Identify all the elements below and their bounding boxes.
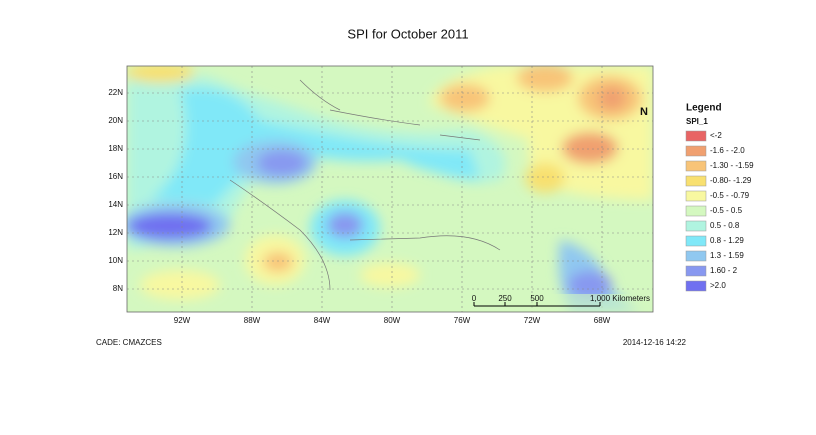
lat-label: 22N <box>108 88 123 97</box>
legend-swatch <box>685 130 707 142</box>
legend-label: 0.8 - 1.29 <box>710 236 744 245</box>
legend-label: -0.5 - 0.5 <box>710 206 743 215</box>
legend-swatch <box>685 235 707 247</box>
legend-label: 1.60 - 2 <box>710 266 738 275</box>
lat-label: 16N <box>108 172 123 181</box>
legend-swatch <box>685 145 707 157</box>
legend-swatch <box>685 160 707 172</box>
lon-label: 76W <box>454 316 471 325</box>
legend-title: Legend <box>686 103 722 114</box>
lat-label: 8N <box>113 284 123 293</box>
lat-label: 20N <box>108 116 123 125</box>
north-arrow: N <box>640 106 648 118</box>
lon-label: 92W <box>174 316 191 325</box>
lat-label: 12N <box>108 228 123 237</box>
scale-label: 500 <box>530 294 544 303</box>
legend-swatch <box>685 280 707 292</box>
legend-label: >2.0 <box>710 281 726 290</box>
legend-swatch <box>685 205 707 217</box>
legend-label: 1.3 - 1.59 <box>710 251 744 260</box>
legend-swatch <box>685 220 707 232</box>
scale-bar <box>473 302 601 307</box>
map-title: SPI for October 2011 <box>347 26 468 41</box>
legend-swatch <box>685 190 707 202</box>
scale-label: 0 <box>472 294 477 303</box>
scale-label: 250 <box>498 294 512 303</box>
lon-label: 88W <box>244 316 261 325</box>
footer-right: 2014-12-16 14:22 <box>623 338 687 347</box>
legend-swatch <box>685 175 707 187</box>
lon-label: 84W <box>314 316 331 325</box>
spi-raster <box>127 66 653 312</box>
legend-layer: SPI_1 <box>686 117 708 126</box>
lat-label: 10N <box>108 256 123 265</box>
footer-left: CADE: CMAZCES <box>96 338 162 347</box>
lat-label: 14N <box>108 200 123 209</box>
lon-label: 68W <box>594 316 611 325</box>
legend-swatch <box>685 265 707 277</box>
lon-label: 72W <box>524 316 541 325</box>
legend-swatch <box>685 250 707 262</box>
legend-label: -0.80- -1.29 <box>710 176 752 185</box>
lon-label: 80W <box>384 316 401 325</box>
legend-label: -1.6 - -2.0 <box>710 146 745 155</box>
legend-label: -1.30 - -1.59 <box>710 161 754 170</box>
legend-label: <-2 <box>710 131 722 140</box>
scale-label: 1,000 Kilometers <box>590 294 650 303</box>
lat-label: 18N <box>108 144 123 153</box>
legend-label: 0.5 - 0.8 <box>710 221 740 230</box>
legend-label: -0.5 - -0.79 <box>710 191 750 200</box>
map-frame <box>126 65 654 313</box>
